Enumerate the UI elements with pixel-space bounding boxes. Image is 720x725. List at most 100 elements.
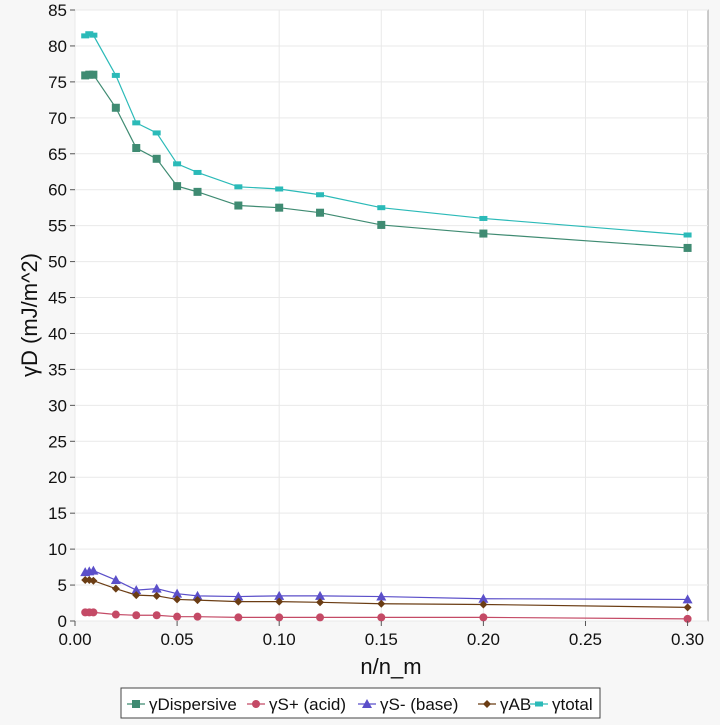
series-line bbox=[84, 33, 688, 236]
data-point bbox=[316, 613, 325, 622]
series-total bbox=[81, 31, 692, 238]
tick-labels: 0 5 10 15 20 25 30 35 40 45 50 55 60 65 70 75 80 85 0.00 0.… bbox=[48, 1, 704, 649]
x-tick-label: 0.15 bbox=[365, 630, 398, 649]
y-tick-label: 80 bbox=[48, 37, 67, 56]
x-axis-title: n/n_m bbox=[360, 654, 421, 679]
data-point bbox=[81, 33, 90, 39]
data-point bbox=[275, 613, 284, 622]
data-point bbox=[234, 613, 243, 622]
y-tick-label: 20 bbox=[48, 468, 67, 487]
data-point bbox=[479, 215, 488, 221]
y-tick-label: 10 bbox=[48, 540, 67, 559]
data-point bbox=[193, 169, 202, 175]
y-tick-label: 30 bbox=[48, 396, 67, 415]
data-point bbox=[132, 591, 141, 600]
data-point bbox=[377, 613, 386, 622]
data-point bbox=[682, 594, 693, 604]
y-tick-label: 75 bbox=[48, 73, 67, 92]
legend-swatch-marker bbox=[535, 701, 543, 707]
data-point bbox=[81, 71, 90, 80]
y-tick-label: 45 bbox=[48, 289, 67, 308]
y-tick-label: 65 bbox=[48, 145, 67, 164]
data-point bbox=[275, 597, 284, 606]
legend-label: γS- (base) bbox=[380, 695, 458, 714]
data-point bbox=[110, 575, 121, 585]
data-point bbox=[275, 203, 284, 212]
y-tick-label: 35 bbox=[48, 360, 67, 379]
y-tick-label: 40 bbox=[48, 324, 67, 343]
data-point bbox=[89, 32, 98, 38]
data-point bbox=[152, 611, 161, 620]
data-point bbox=[234, 597, 243, 606]
y-tick-label: 50 bbox=[48, 253, 67, 272]
data-point bbox=[683, 603, 692, 612]
data-point bbox=[315, 590, 326, 600]
legend-swatch-marker bbox=[362, 699, 372, 708]
series-group bbox=[80, 31, 693, 623]
legend-label: γtotal bbox=[552, 695, 593, 714]
y-tick-label: 60 bbox=[48, 181, 67, 200]
x-tick-label: 0.25 bbox=[569, 630, 602, 649]
legend-swatch-marker bbox=[483, 700, 491, 708]
data-point bbox=[377, 205, 386, 211]
data-point bbox=[132, 611, 141, 620]
x-tick-label: 0.05 bbox=[161, 630, 194, 649]
data-point bbox=[152, 154, 161, 163]
data-point bbox=[111, 610, 120, 619]
series-s-base bbox=[80, 565, 693, 604]
data-point bbox=[683, 614, 692, 623]
x-tick-label: 0.30 bbox=[671, 630, 704, 649]
data-point bbox=[132, 144, 141, 153]
data-point bbox=[152, 591, 161, 600]
legend-item: γAB bbox=[478, 695, 531, 714]
series-ab bbox=[81, 576, 692, 612]
data-point bbox=[173, 182, 182, 191]
data-point bbox=[316, 192, 325, 198]
legend-box bbox=[120, 687, 601, 719]
data-point bbox=[173, 595, 182, 604]
data-point bbox=[193, 612, 202, 621]
data-point bbox=[377, 220, 386, 229]
y-tick-label: 15 bbox=[48, 504, 67, 523]
y-axis-title: γD (mJ/m^2) bbox=[17, 253, 42, 377]
data-point bbox=[478, 593, 489, 603]
y-tick-label: 55 bbox=[48, 217, 67, 236]
series-dispersive bbox=[81, 70, 692, 252]
data-point bbox=[85, 70, 94, 79]
data-point bbox=[152, 130, 161, 136]
data-point bbox=[172, 588, 183, 598]
data-point bbox=[377, 599, 386, 608]
grid-lines bbox=[74, 9, 708, 622]
data-point bbox=[111, 584, 120, 593]
data-point bbox=[274, 590, 285, 600]
data-point bbox=[111, 103, 120, 112]
legend-label: γDispersive bbox=[149, 695, 237, 714]
data-point bbox=[376, 591, 387, 601]
legend-swatch-marker bbox=[252, 700, 260, 708]
legend-label: γS+ (acid) bbox=[269, 695, 346, 714]
x-tick-label: 0.00 bbox=[58, 630, 91, 649]
x-tick-label: 0.10 bbox=[263, 630, 296, 649]
data-point bbox=[479, 229, 488, 238]
data-point bbox=[193, 187, 202, 196]
plot-area bbox=[74, 9, 709, 622]
y-tick-label: 85 bbox=[48, 1, 67, 20]
y-tick-label: 5 bbox=[58, 576, 67, 595]
series-line bbox=[85, 74, 688, 249]
legend-item: γDispersive bbox=[127, 695, 237, 714]
legend: γDispersive γS+ (acid) γS- (base) γAB γtotal bbox=[120, 687, 601, 719]
series-line bbox=[85, 579, 688, 608]
legend-swatch-marker bbox=[132, 700, 140, 708]
data-point bbox=[193, 596, 202, 605]
series-line bbox=[85, 570, 688, 601]
data-point bbox=[275, 186, 284, 192]
data-point bbox=[234, 201, 243, 210]
series-s-acid bbox=[81, 608, 692, 623]
x-tick-label: 0.20 bbox=[467, 630, 500, 649]
data-point bbox=[683, 243, 692, 252]
y-tick-label: 0 bbox=[58, 612, 67, 631]
legend-item: γS+ (acid) bbox=[247, 695, 346, 714]
data-point bbox=[316, 208, 325, 217]
data-point bbox=[85, 31, 94, 37]
